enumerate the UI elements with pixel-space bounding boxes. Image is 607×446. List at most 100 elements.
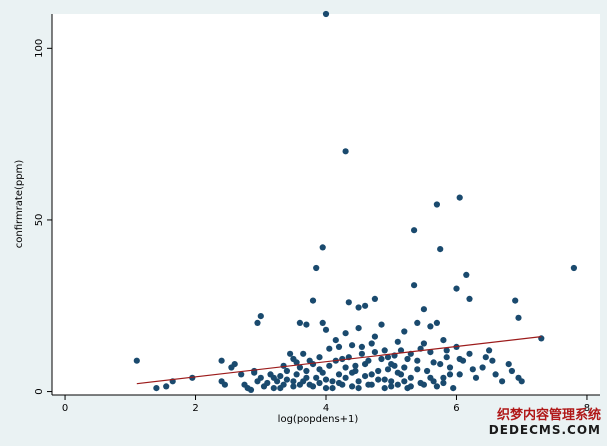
data-point <box>450 385 457 392</box>
data-point <box>335 371 343 378</box>
data-point <box>349 383 356 390</box>
fit-line <box>136 336 542 385</box>
data-point <box>446 364 454 371</box>
data-point <box>371 349 378 356</box>
data-point <box>433 201 440 208</box>
data-point <box>332 337 339 344</box>
data-point <box>508 367 515 375</box>
data-point <box>466 295 473 302</box>
data-point <box>414 366 421 373</box>
data-points <box>133 10 578 393</box>
data-point <box>456 355 463 363</box>
data-point <box>463 271 470 278</box>
data-point <box>381 376 388 383</box>
data-point <box>469 366 476 373</box>
data-point <box>384 354 392 361</box>
data-point <box>355 304 362 311</box>
data-point <box>358 343 365 350</box>
data-point <box>388 383 395 390</box>
data-point <box>440 337 447 344</box>
data-point <box>371 333 378 340</box>
data-point <box>287 350 294 357</box>
data-point <box>570 264 578 272</box>
data-point <box>345 299 352 306</box>
data-point <box>368 340 375 347</box>
data-point <box>515 314 522 321</box>
data-point <box>264 379 271 387</box>
data-point <box>433 319 440 326</box>
data-point <box>293 359 300 366</box>
data-point <box>349 342 356 349</box>
data-point <box>277 385 284 392</box>
data-point <box>319 244 326 251</box>
data-point <box>381 347 388 354</box>
data-point <box>153 385 160 392</box>
data-point <box>329 385 336 392</box>
data-point <box>290 383 297 390</box>
data-point <box>411 282 418 289</box>
x-tick-label: 4 <box>323 403 329 414</box>
data-point <box>420 381 427 388</box>
data-point <box>378 355 385 363</box>
data-point <box>371 295 378 302</box>
watermark-line-1: 织梦内容管理系统 <box>496 408 601 424</box>
data-point <box>296 381 303 388</box>
data-point <box>437 361 444 368</box>
data-point <box>329 378 336 385</box>
data-point <box>362 373 369 380</box>
data-point <box>499 378 506 385</box>
data-point <box>443 354 450 361</box>
data-point <box>362 302 369 309</box>
data-point <box>427 323 434 330</box>
data-point <box>316 366 323 373</box>
data-point <box>309 297 317 304</box>
data-point <box>489 357 496 364</box>
data-point <box>319 319 326 326</box>
data-point <box>381 385 388 392</box>
data-point <box>326 362 333 369</box>
data-point <box>342 148 349 155</box>
data-point <box>440 379 447 387</box>
data-point <box>401 328 408 335</box>
data-point <box>375 367 382 375</box>
data-point <box>303 321 310 328</box>
data-point <box>358 350 365 357</box>
data-point <box>296 364 303 371</box>
data-point <box>355 325 362 332</box>
data-point <box>342 374 349 381</box>
data-point <box>335 379 343 387</box>
data-point <box>303 374 310 381</box>
data-point <box>355 378 362 385</box>
data-point <box>251 369 258 376</box>
data-point <box>342 330 349 337</box>
x-tick-label: 0 <box>62 403 68 414</box>
data-point <box>440 374 447 381</box>
data-point <box>133 357 140 364</box>
data-point <box>407 374 414 381</box>
fit-line-group <box>136 336 542 385</box>
watermark-logo: 织梦内容管理系统 DEDECMS.COM <box>488 408 601 438</box>
tick-labels: 0 2 4 6 8 0 50 100 <box>34 39 590 414</box>
data-point <box>283 376 290 383</box>
data-point <box>277 373 284 380</box>
data-point <box>365 357 372 364</box>
data-point <box>218 357 225 364</box>
data-point <box>456 194 463 201</box>
data-point <box>326 345 333 352</box>
data-point <box>453 285 460 292</box>
data-point <box>466 350 473 357</box>
data-point <box>306 357 313 364</box>
data-point <box>257 313 264 320</box>
data-point <box>430 359 437 366</box>
y-tick-label: 0 <box>34 388 45 394</box>
watermark-line-2: DEDECMS.COM <box>488 423 601 438</box>
data-point <box>388 378 395 385</box>
data-point <box>394 381 401 388</box>
data-point <box>384 366 392 373</box>
data-point <box>221 381 228 388</box>
data-point <box>505 361 512 368</box>
plot-area <box>52 14 600 395</box>
data-point <box>443 347 450 354</box>
data-point <box>437 246 444 253</box>
data-point <box>349 369 356 376</box>
